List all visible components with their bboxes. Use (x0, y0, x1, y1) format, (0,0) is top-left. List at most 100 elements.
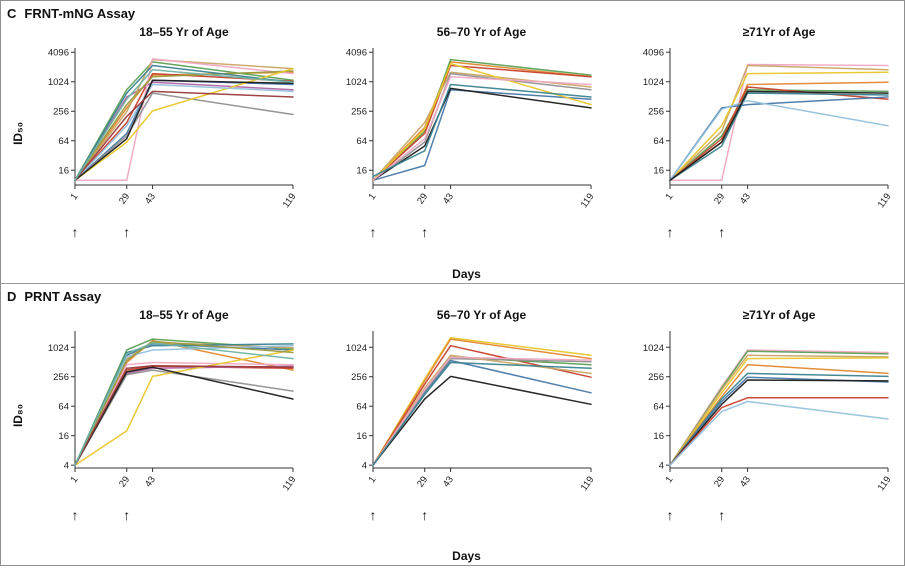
vaccination-arrow-icon: ↑ (123, 224, 130, 240)
svg-text:64: 64 (356, 136, 367, 147)
svg-text:4: 4 (361, 460, 366, 471)
subject-line-p7 (75, 59, 293, 180)
vaccination-arrow-icon: ↑ (718, 507, 725, 523)
subject-line-p4 (75, 366, 293, 465)
svg-text:1024: 1024 (345, 342, 366, 353)
svg-text:1: 1 (68, 191, 80, 202)
svg-text:43: 43 (143, 191, 158, 206)
svg-text:119: 119 (578, 474, 596, 493)
chart-title: 18–55 Yr of Age (29, 24, 301, 40)
chart-title: ≥71Yr of Age (624, 24, 896, 40)
svg-text:4: 4 (64, 460, 69, 471)
svg-text:64: 64 (653, 136, 664, 147)
panel-d-ylabel-col: ID₈₀ (7, 307, 29, 571)
svg-text:4096: 4096 (345, 48, 366, 59)
svg-text:4: 4 (659, 460, 664, 471)
svg-text:4096: 4096 (48, 48, 69, 59)
vaccination-arrow-icon: ↑ (72, 507, 79, 523)
panel-prnt: D PRNT Assay ID₈₀ 18–55 Yr of Age 4 16 64 2… (1, 284, 904, 566)
subject-line-p7 (373, 64, 591, 181)
vaccination-arrow-icon: ↑ (421, 224, 428, 240)
svg-text:119: 119 (876, 474, 894, 493)
chart-title: 56–70 Yr of Age (327, 307, 599, 323)
panel-c-body: ID₅₀ 18–55 Yr of Age 16 64 256 1024 4096 1 29 4… (7, 24, 896, 289)
svg-text:43: 43 (440, 474, 455, 489)
chart-d-56-70: 56–70 Yr of Age 4 16 64 256 1024 1 29 43 119 ↑ ↑ (327, 307, 599, 571)
subject-line-p5 (75, 366, 293, 465)
svg-text:64: 64 (653, 401, 664, 412)
svg-text:1: 1 (663, 474, 675, 485)
vaccination-arrow-icon: ↑ (72, 224, 79, 240)
svg-text:119: 119 (281, 474, 299, 493)
chart-title: 56–70 Yr of Age (327, 24, 599, 40)
chart-c-18-55: 18–55 Yr of Age 16 64 256 1024 4096 1 29 43 119 ↑… (29, 24, 301, 289)
svg-text:1024: 1024 (48, 342, 69, 353)
vaccination-arrow-icon: ↑ (369, 224, 376, 240)
vaccination-arrow-icon: ↑ (369, 507, 376, 523)
subject-line-p1 (670, 65, 888, 181)
subject-line-p5 (670, 72, 888, 180)
panel-c-title: FRNT-mNG Assay (24, 6, 135, 21)
vaccination-arrow-icon: ↑ (421, 507, 428, 523)
svg-text:16: 16 (356, 166, 367, 177)
svg-text:256: 256 (53, 372, 69, 383)
svg-text:29: 29 (117, 474, 132, 489)
svg-text:64: 64 (58, 136, 69, 147)
svg-text:119: 119 (876, 191, 894, 210)
subject-line-p5 (373, 72, 591, 180)
svg-text:16: 16 (653, 431, 664, 442)
panel-frnt-mng: C FRNT-mNG Assay ID₅₀ 18–55 Yr of Age 16… (1, 1, 904, 284)
subject-line-p10 (670, 401, 888, 465)
svg-text:119: 119 (578, 191, 596, 210)
svg-text:1024: 1024 (345, 77, 366, 88)
subject-line-p2 (670, 351, 888, 465)
y-axis-label-id50: ID₅₀ (11, 122, 25, 145)
chart-title: 18–55 Yr of Age (29, 307, 301, 323)
svg-text:1: 1 (366, 191, 378, 202)
svg-text:1: 1 (366, 474, 378, 485)
line-chart-d-56-70: 4 16 64 256 1024 1 29 43 119 ↑ ↑ (327, 323, 599, 525)
subject-line-p6 (373, 74, 591, 181)
svg-text:29: 29 (415, 191, 430, 206)
vaccination-arrow-icon: ↑ (667, 507, 674, 523)
y-axis-label-id80: ID₈₀ (11, 404, 25, 427)
svg-text:64: 64 (356, 401, 367, 412)
svg-text:1024: 1024 (643, 342, 664, 353)
vaccination-arrow-icon: ↑ (718, 224, 725, 240)
svg-text:64: 64 (58, 401, 69, 412)
svg-text:256: 256 (351, 372, 367, 383)
svg-text:256: 256 (648, 107, 664, 118)
svg-text:43: 43 (440, 191, 455, 206)
svg-text:1024: 1024 (48, 77, 69, 88)
line-chart-c-18-55: 16 64 256 1024 4096 1 29 43 119 ↑ ↑ (29, 40, 301, 242)
panel-d-header: D PRNT Assay (7, 289, 896, 307)
subject-line-p2 (373, 62, 591, 180)
svg-text:29: 29 (415, 474, 430, 489)
svg-text:4096: 4096 (643, 48, 664, 59)
subject-line-p10 (373, 85, 591, 177)
vaccination-arrow-icon: ↑ (667, 224, 674, 240)
subject-line-p8 (373, 88, 591, 180)
panel-c-header: C FRNT-mNG Assay (7, 6, 896, 24)
svg-text:119: 119 (281, 191, 299, 210)
svg-text:16: 16 (356, 431, 367, 442)
svg-text:43: 43 (738, 474, 753, 489)
subject-line-p1 (373, 337, 591, 464)
svg-text:29: 29 (117, 191, 132, 206)
svg-text:16: 16 (653, 166, 664, 177)
x-axis-label-days: Days (7, 267, 896, 283)
vaccination-arrow-icon: ↑ (123, 507, 130, 523)
svg-text:43: 43 (143, 474, 158, 489)
svg-text:256: 256 (648, 372, 664, 383)
svg-text:1: 1 (663, 191, 675, 202)
svg-text:43: 43 (738, 191, 753, 206)
svg-text:16: 16 (58, 166, 69, 177)
svg-text:256: 256 (53, 107, 69, 118)
